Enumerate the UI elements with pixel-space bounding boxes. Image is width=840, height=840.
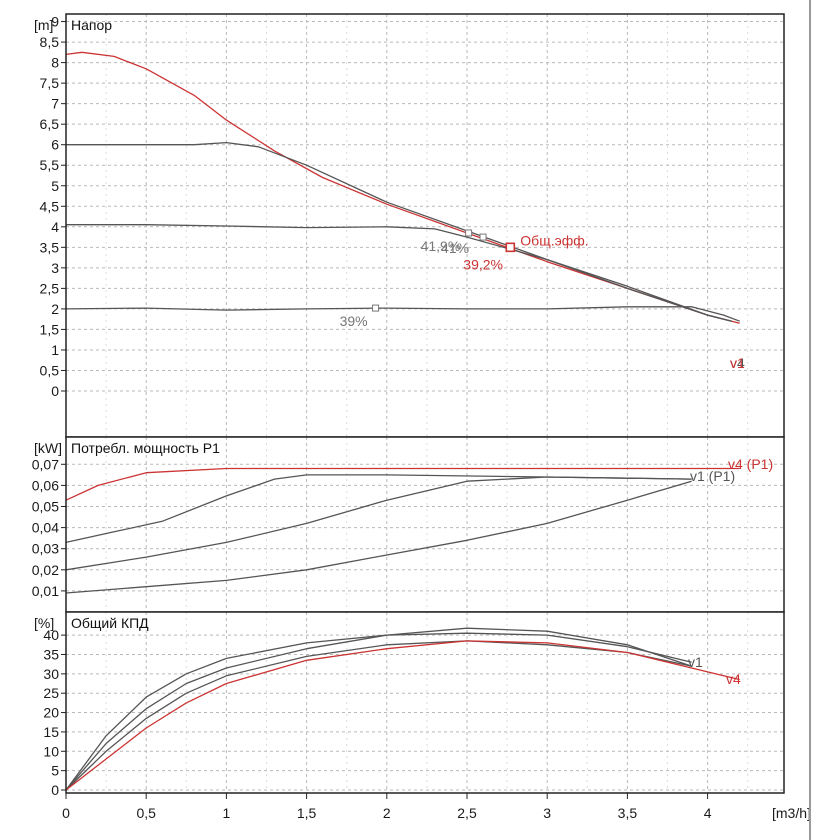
head-y-ticks: 0 0,5 1 1,5 2 2,5 3 3,5 4 4,5 5 5,5 6 6,5 7 7,5 8 8,5 9: [40, 14, 66, 399]
y-tick-label: 2: [51, 301, 59, 317]
y-tick-label: 2,5: [40, 280, 60, 296]
y-tick-label: 25: [43, 685, 59, 701]
curve-end-label: v1: [688, 654, 703, 670]
curve-end-label: v4 (P1): [728, 456, 773, 472]
power-end-labels: v4 (P1)v1 (P1): [690, 456, 773, 484]
y-tick-label: 0,01: [32, 583, 59, 599]
y-tick-label: 3,5: [40, 239, 60, 255]
y-tick-label: 0,07: [32, 456, 59, 472]
series-line-unnamed-2: [66, 224, 732, 322]
efficiency-point-marker: [465, 229, 473, 237]
head-annotations: 41,9%41% 39% 39,2% Общ.эфф.: [340, 229, 589, 329]
y-tick-label: 0: [51, 782, 59, 798]
power-unit-label: [kW]: [34, 440, 62, 456]
y-tick-label: 20: [43, 705, 59, 721]
efficiency-grid: [65, 612, 784, 793]
x-tick-label: 3,5: [618, 805, 638, 821]
x-tick-label: 2,5: [457, 805, 477, 821]
y-tick-label: 1,5: [40, 321, 60, 337]
y-tick-label: 4: [51, 219, 59, 235]
head-panel: 0 0,5 1 1,5 2 2,5 3 3,5 4 4,5 5 5,5 6 6,5 7 7,5 8 8,5 9 41…: [34, 13, 785, 438]
efficiency-curves: [65, 627, 740, 791]
y-tick-label: 4,5: [40, 198, 60, 214]
y-tick-label: 9: [51, 14, 59, 30]
y-tick-label: 8,5: [40, 34, 60, 50]
x-tick-label: 0: [62, 805, 70, 821]
y-tick-label: 7: [51, 96, 59, 112]
efficiency-point-marker: [505, 242, 516, 253]
power-panel-title: Потребл. мощность P1: [71, 440, 220, 456]
y-tick-label: 0: [51, 383, 59, 399]
head-unit-label: [m]: [34, 17, 53, 33]
y-tick-label: 30: [43, 666, 59, 682]
curve-end-label: v1: [730, 355, 745, 371]
series-line-unnamed-2: [65, 476, 692, 571]
y-tick-label: 7,5: [40, 75, 60, 91]
series-line-unnamed-1: [66, 141, 732, 322]
y-tick-label: 8: [51, 55, 59, 71]
efficiency-end-labels: v1 v4: [688, 654, 741, 687]
y-tick-label: 0,05: [32, 499, 59, 515]
y-tick-label: 15: [43, 724, 59, 740]
x-tick-label: 1,5: [297, 805, 317, 821]
x-axis-unit-label: [m3/h]: [772, 805, 811, 821]
series-line-unnamed-1: [65, 474, 692, 544]
curve-end-label: v4: [726, 671, 741, 687]
power-y-ticks: 0,01 0,02 0,03 0,04 0,05 0,06 0,07: [32, 456, 66, 599]
x-axis-ticks: 0 0,5 1 1,5 2 2,5 3 3,5 4: [62, 793, 712, 821]
power-panel: 0,01 0,02 0,03 0,04 0,05 0,06 0,07 [kW] Потреб…: [32, 436, 785, 613]
head-panel-title: Напор: [71, 17, 112, 33]
y-tick-label: 1: [51, 342, 59, 358]
efficiency-point-marker: [372, 304, 380, 312]
efficiency-panel: 0 5 10 15 20 25 30 35 40 [%] Общий КПД v1 v4: [34, 611, 785, 798]
plot-area: [66, 612, 784, 793]
y-tick-label: 6,5: [40, 116, 60, 132]
efficiency-annotation: 41,9%: [421, 238, 461, 254]
y-tick-label: 0,04: [32, 520, 59, 536]
x-tick-label: 4: [704, 805, 712, 821]
x-tick-label: 1: [223, 805, 231, 821]
series-line-v1: [65, 632, 692, 791]
plot-area: [66, 437, 784, 612]
x-tick-label: 3: [543, 805, 551, 821]
y-tick-label: 5,5: [40, 157, 60, 173]
y-tick-label: 6: [51, 137, 59, 153]
efficiency-unit-label: [%]: [34, 615, 54, 631]
series-line-unnamed-1: [65, 627, 692, 791]
y-tick-label: 35: [43, 646, 59, 662]
y-tick-label: 0,03: [32, 541, 59, 557]
y-tick-label: 0,02: [32, 562, 59, 578]
series-line-v4p1: [65, 467, 740, 501]
efficiency-annotation: 39%: [340, 313, 368, 329]
series-line-unnamed-2: [65, 640, 692, 791]
efficiency-y-ticks: 0 5 10 15 20 25 30 35 40: [43, 627, 66, 798]
y-tick-label: 0,5: [40, 362, 60, 378]
curve-end-label: v1 (P1): [690, 468, 735, 484]
y-tick-label: 10: [43, 743, 59, 759]
series-line-v4: [65, 640, 740, 791]
series-line-v1: [65, 306, 740, 322]
efficiency-annotation: 41%: [441, 240, 469, 256]
y-tick-label: 5: [51, 763, 59, 779]
efficiency-annotation: 39,2%: [463, 256, 503, 272]
curve-end-label: v4: [730, 355, 745, 371]
efficiency-point-marker: [479, 233, 487, 241]
power-curves: [65, 467, 740, 594]
y-tick-label: 3: [51, 260, 59, 276]
head-curves: [65, 51, 740, 324]
series-line-v1p1: [65, 480, 692, 594]
y-tick-label: 5: [51, 178, 59, 194]
y-tick-label: 0,06: [32, 477, 59, 493]
efficiency-annotation: Общ.эфф.: [520, 232, 588, 248]
y-tick-label: 40: [43, 627, 59, 643]
efficiency-panel-title: Общий КПД: [71, 615, 149, 631]
efficiency-plot-frame: [65, 611, 785, 794]
x-tick-label: 0,5: [136, 805, 156, 821]
x-tick-label: 2: [383, 805, 391, 821]
power-grid: [65, 437, 784, 612]
